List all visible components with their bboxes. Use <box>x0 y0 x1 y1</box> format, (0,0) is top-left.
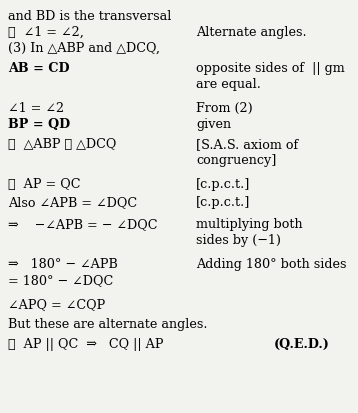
Text: ∴  ∠1 = ∠2,: ∴ ∠1 = ∠2, <box>8 26 84 39</box>
Text: ∠1 = ∠2: ∠1 = ∠2 <box>8 102 64 115</box>
Text: ⇒    −∠APB = − ∠DQC: ⇒ −∠APB = − ∠DQC <box>8 218 158 230</box>
Text: = 180° − ∠DQC: = 180° − ∠DQC <box>8 273 113 286</box>
Text: Adding 180° both sides: Adding 180° both sides <box>196 257 347 271</box>
Text: (Q.E.D.): (Q.E.D.) <box>274 337 330 350</box>
Text: are equal.: are equal. <box>196 78 261 91</box>
Text: multiplying both: multiplying both <box>196 218 303 230</box>
Text: But these are alternate angles.: But these are alternate angles. <box>8 317 208 330</box>
Text: ∴  AP || QC  ⇒   CQ || AP: ∴ AP || QC ⇒ CQ || AP <box>8 337 164 350</box>
Text: ∴  △ABP ≅ △DCQ: ∴ △ABP ≅ △DCQ <box>8 138 116 151</box>
Text: From (2): From (2) <box>196 102 253 115</box>
Text: ⇒   180° − ∠APB: ⇒ 180° − ∠APB <box>8 257 118 271</box>
Text: [S.A.S. axiom of: [S.A.S. axiom of <box>196 138 298 151</box>
Text: AB = CD: AB = CD <box>8 62 69 75</box>
Text: given: given <box>196 118 231 131</box>
Text: congruency]: congruency] <box>196 154 276 166</box>
Text: BP = QD: BP = QD <box>8 118 70 131</box>
Text: and BD is the transversal: and BD is the transversal <box>8 10 171 23</box>
Text: opposite sides of  || gm: opposite sides of || gm <box>196 62 345 75</box>
Text: ∠APQ = ∠CQP: ∠APQ = ∠CQP <box>8 297 105 310</box>
Text: (3) In △ABP and △DCQ,: (3) In △ABP and △DCQ, <box>8 42 160 55</box>
Text: [c.p.c.t.]: [c.p.c.t.] <box>196 195 250 209</box>
Text: [c.p.c.t.]: [c.p.c.t.] <box>196 178 250 190</box>
Text: sides by (−1): sides by (−1) <box>196 233 281 247</box>
Text: ∴  AP = QC: ∴ AP = QC <box>8 178 81 190</box>
Text: Alternate angles.: Alternate angles. <box>196 26 306 39</box>
Text: Also ∠APB = ∠DQC: Also ∠APB = ∠DQC <box>8 195 137 209</box>
